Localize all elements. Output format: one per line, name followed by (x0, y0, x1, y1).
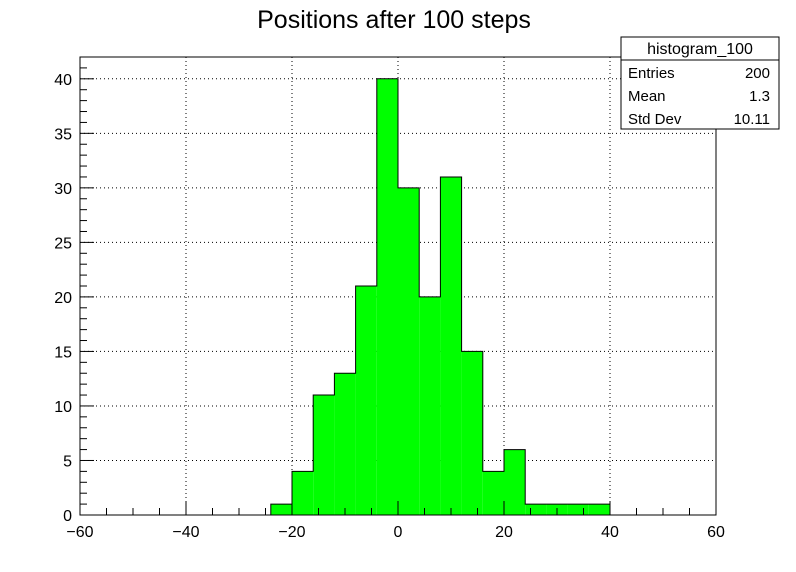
x-tick-label: 40 (601, 524, 619, 541)
y-tick-label: 20 (54, 290, 72, 307)
histogram-bar (567, 504, 589, 515)
y-tick-label: 15 (54, 344, 72, 361)
stats-box-name: histogram_100 (647, 41, 753, 58)
histogram-bar (525, 504, 547, 515)
histogram-bars (270, 78, 611, 516)
x-tick-label: −20 (278, 524, 305, 541)
y-tick-label: 40 (54, 72, 72, 89)
x-tick-label: 20 (495, 524, 513, 541)
histogram-bar (504, 449, 526, 515)
stats-label-mean: Mean (628, 88, 666, 105)
y-tick-label: 35 (54, 126, 72, 143)
histogram-bar (376, 78, 398, 516)
histogram-bar (270, 504, 292, 515)
y-tick-label: 10 (54, 399, 72, 416)
histogram-bar (419, 296, 441, 515)
y-tick-label: 30 (54, 181, 72, 198)
x-tick-label: 0 (394, 524, 403, 541)
histogram-bar (588, 504, 610, 515)
histogram-outline (270, 78, 611, 515)
histogram-bar (461, 351, 483, 515)
stats-value-std-dev: 10.11 (734, 111, 770, 128)
histogram-bar (292, 471, 314, 515)
stats-label-entries: Entries (628, 65, 675, 82)
chart-title: Positions after 100 steps (257, 6, 531, 34)
histogram-bar (398, 187, 420, 515)
histogram-bar (355, 286, 377, 515)
x-tick-label: −60 (66, 524, 93, 541)
stats-box: histogram_100 Entries 200 Mean 1.3 Std D… (620, 36, 780, 130)
x-tick-label: −40 (172, 524, 199, 541)
y-tick-label: 0 (63, 508, 72, 525)
stats-value-entries: 200 (745, 65, 770, 82)
histogram-bar (440, 176, 462, 515)
histogram-bar (482, 471, 504, 515)
y-tick-label: 5 (63, 453, 72, 470)
histogram-bar (334, 373, 356, 515)
y-tick-label: 25 (54, 235, 72, 252)
stats-value-mean: 1.3 (749, 88, 770, 105)
x-axis: −60 −40 −20 0 20 40 60 (66, 501, 725, 541)
y-axis: 0 5 10 15 20 25 30 35 40 (54, 56, 94, 525)
stats-label-std-dev: Std Dev (628, 111, 682, 128)
histogram-bar (313, 395, 335, 515)
stats-box-frame (620, 36, 780, 130)
x-tick-label: 60 (707, 524, 725, 541)
